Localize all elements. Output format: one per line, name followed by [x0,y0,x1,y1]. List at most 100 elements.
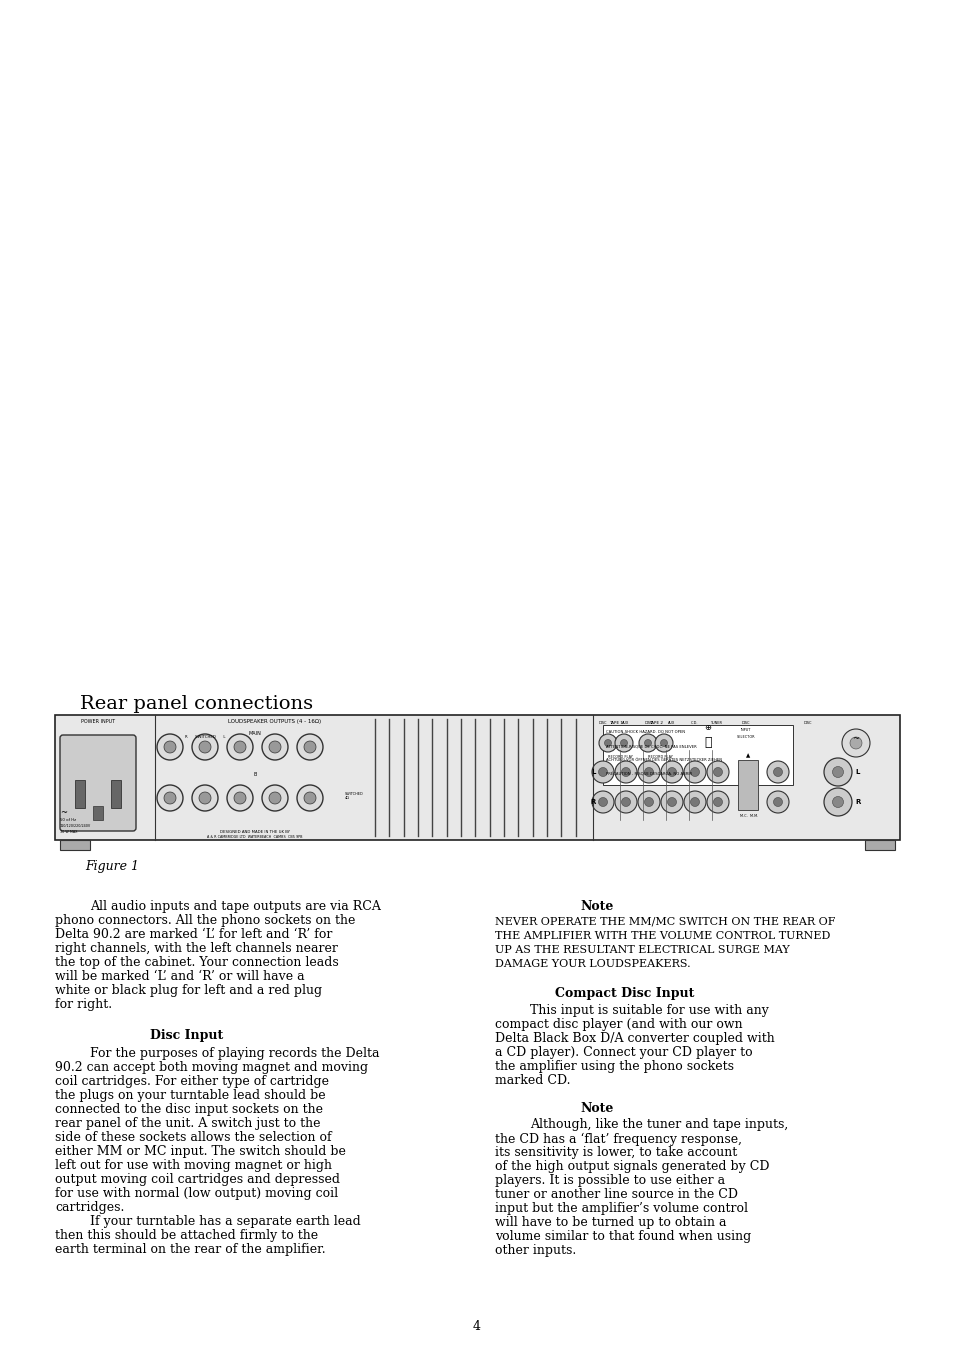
Text: RECORD PLAY: RECORD PLAY [647,755,672,759]
Circle shape [192,784,218,811]
Circle shape [598,734,617,752]
Text: For the purposes of playing records the Delta: For the purposes of playing records the … [90,1048,379,1060]
Circle shape [157,734,183,760]
Circle shape [841,729,869,757]
Circle shape [823,757,851,786]
Text: rear panel of the unit. A switch just to the: rear panel of the unit. A switch just to… [55,1116,320,1130]
Text: R: R [590,799,596,805]
Circle shape [773,768,781,776]
Bar [864,840,894,850]
Text: input but the amplifier’s volume control: input but the amplifier’s volume control [495,1203,747,1215]
Text: CAUTION-SHOCK HAZARD. DO NOT OPEN: CAUTION-SHOCK HAZARD. DO NOT OPEN [605,730,684,734]
Text: volume similar to that found when using: volume similar to that found when using [495,1230,750,1243]
Text: INPUT: INPUT [740,728,750,732]
Text: Although, like the tuner and tape inputs,: Although, like the tuner and tape inputs… [530,1118,787,1131]
Text: UP AS THE RESULTANT ELECTRICAL SURGE MAY: UP AS THE RESULTANT ELECTRICAL SURGE MAY [495,945,789,954]
Text: connected to the disc input sockets on the: connected to the disc input sockets on t… [55,1103,323,1116]
Text: TUNER: TUNER [709,721,721,725]
Text: L: L [591,769,596,775]
Circle shape [199,741,211,753]
Circle shape [304,792,315,805]
Circle shape [615,791,637,813]
Text: coil cartridges. For either type of cartridge: coil cartridges. For either type of cart… [55,1075,329,1088]
Text: cartridges.: cartridges. [55,1202,124,1214]
Text: output moving coil cartridges and depressed: output moving coil cartridges and depres… [55,1173,339,1187]
Text: marked CD.: marked CD. [495,1073,570,1087]
Text: for right.: for right. [55,998,112,1011]
Circle shape [592,761,614,783]
Text: TAPE 1: TAPE 1 [608,721,622,725]
Text: 50 of Hz: 50 of Hz [60,818,76,822]
Circle shape [269,792,281,805]
Text: will have to be turned up to obtain a: will have to be turned up to obtain a [495,1216,726,1230]
Circle shape [269,741,281,753]
Circle shape [655,734,672,752]
Text: This input is suitable for use with any: This input is suitable for use with any [530,1003,768,1017]
Circle shape [690,768,699,776]
Text: phono connectors. All the phono sockets on the: phono connectors. All the phono sockets … [55,914,355,927]
Circle shape [713,768,721,776]
Text: AUX: AUX [621,721,629,725]
Text: 90.2 can accept both moving magnet and moving: 90.2 can accept both moving magnet and m… [55,1061,368,1075]
Text: THE AMPLIFIER WITH THE VOLUME CONTROL TURNED: THE AMPLIFIER WITH THE VOLUME CONTROL TU… [495,930,829,941]
Text: the amplifier using the phono sockets: the amplifier using the phono sockets [495,1060,733,1073]
Text: LOUDSPEAKER OUTPUTS (4 - 16Ω): LOUDSPEAKER OUTPUTS (4 - 16Ω) [228,720,321,724]
Text: Delta 90.2 are marked ‘L’ for left and ‘R’ for: Delta 90.2 are marked ‘L’ for left and ‘… [55,927,332,941]
Text: the top of the cabinet. Your connection leads: the top of the cabinet. Your connection … [55,956,338,969]
Text: right channels, with the left channels nearer: right channels, with the left channels n… [55,942,337,954]
Circle shape [304,741,315,753]
Text: Note: Note [579,900,613,913]
Circle shape [233,741,246,753]
Circle shape [660,791,682,813]
Text: MAIN: MAIN [249,730,261,736]
Circle shape [683,791,705,813]
Circle shape [598,768,607,776]
Text: DAMAGE YOUR LOUDSPEAKERS.: DAMAGE YOUR LOUDSPEAKERS. [495,958,690,969]
Text: R: R [854,799,860,805]
Text: SELECTOR: SELECTOR [736,734,755,738]
Text: DISC: DISC [741,721,749,725]
Text: C.D.: C.D. [691,721,698,725]
Text: SWITCHED
4Ω: SWITCHED 4Ω [345,791,363,801]
Circle shape [192,734,218,760]
Text: its sensitivity is lower, to take account: its sensitivity is lower, to take accoun… [495,1146,737,1160]
Text: earth terminal on the rear of the amplifier.: earth terminal on the rear of the amplif… [55,1243,325,1256]
Circle shape [199,792,211,805]
Text: DESIGNED AND MADE IN THE UK BY: DESIGNED AND MADE IN THE UK BY [220,830,290,834]
Circle shape [615,761,637,783]
Text: TAPE 2: TAPE 2 [648,721,662,725]
Text: a CD player). Connect your CD player to: a CD player). Connect your CD player to [495,1046,752,1058]
Text: L: L [854,769,859,775]
Text: tuner or another line source in the CD: tuner or another line source in the CD [495,1188,738,1202]
Text: ⏚: ⏚ [703,737,711,749]
Text: All audio inputs and tape outputs are via RCA: All audio inputs and tape outputs are vi… [90,900,380,913]
Bar [92,806,103,819]
Text: POWER INPUT: POWER INPUT [81,720,115,724]
Circle shape [164,792,175,805]
Circle shape [713,798,721,806]
Text: white or black plug for left and a red plug: white or black plug for left and a red p… [55,984,322,998]
Text: ATTENTION-RISQUE DE CHOC. NE PAS ENLEVER: ATTENTION-RISQUE DE CHOC. NE PAS ENLEVER [605,744,696,748]
Circle shape [604,740,611,747]
Circle shape [773,798,781,806]
Circle shape [296,784,323,811]
Text: of the high output signals generated by CD: of the high output signals generated by … [495,1161,769,1173]
Text: the plugs on your turntable lead should be: the plugs on your turntable lead should … [55,1089,325,1102]
Circle shape [644,768,653,776]
Circle shape [644,798,653,806]
Circle shape [667,798,676,806]
Circle shape [598,798,607,806]
Circle shape [667,768,676,776]
Circle shape [659,740,667,747]
Text: 30 W MAX: 30 W MAX [60,830,77,834]
Text: ~: ~ [60,809,67,817]
Text: DISC: DISC [803,721,811,725]
Circle shape [619,740,627,747]
Text: R      SWITCHED      L: R SWITCHED L [185,734,225,738]
Circle shape [766,791,788,813]
Text: either MM or MC input. The switch should be: either MM or MC input. The switch should… [55,1145,346,1158]
Circle shape [620,768,630,776]
Text: the CD has a ‘flat’ frequency response,: the CD has a ‘flat’ frequency response, [495,1133,741,1146]
Text: Delta Black Box D/A converter coupled with: Delta Black Box D/A converter coupled wi… [495,1031,774,1045]
Text: compact disc player (and with our own: compact disc player (and with our own [495,1018,741,1030]
